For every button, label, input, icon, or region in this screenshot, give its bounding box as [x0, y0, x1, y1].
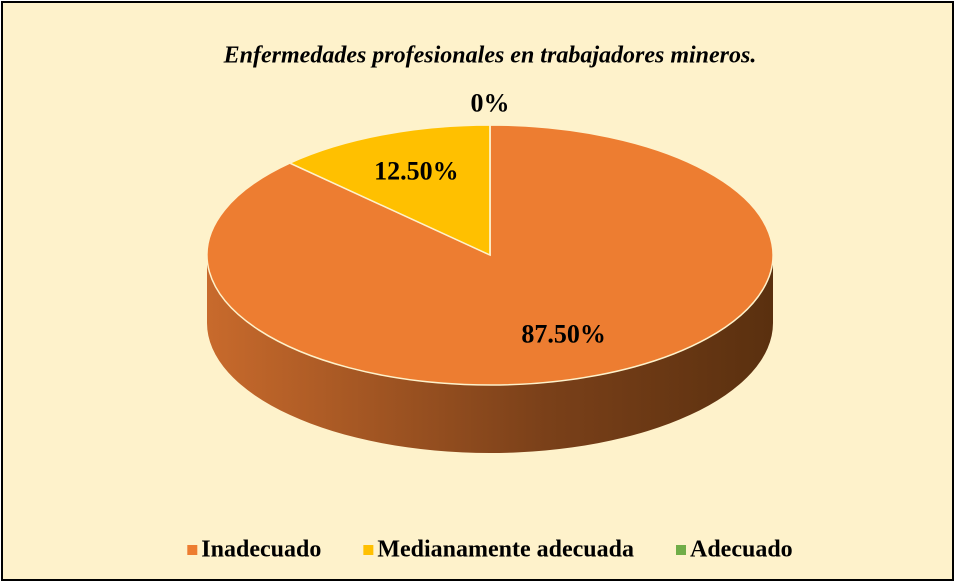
- legend-swatch: [676, 545, 687, 555]
- value-label: 87.50%: [521, 320, 606, 349]
- legend-label: Adecuado: [690, 537, 793, 563]
- slice-side: [207, 255, 773, 453]
- legend-label: Medianamente adecuada: [377, 537, 634, 563]
- legend-swatch: [363, 545, 374, 555]
- value-label: 0%: [471, 88, 510, 117]
- slice: [206, 124, 774, 386]
- chart-title: Enfermedades profesionales en trabajador…: [223, 43, 757, 69]
- slice: [288, 124, 491, 257]
- legend-swatch: [187, 545, 198, 555]
- legend-label: Inadecuado: [201, 537, 321, 563]
- value-label: 12.50%: [374, 156, 459, 185]
